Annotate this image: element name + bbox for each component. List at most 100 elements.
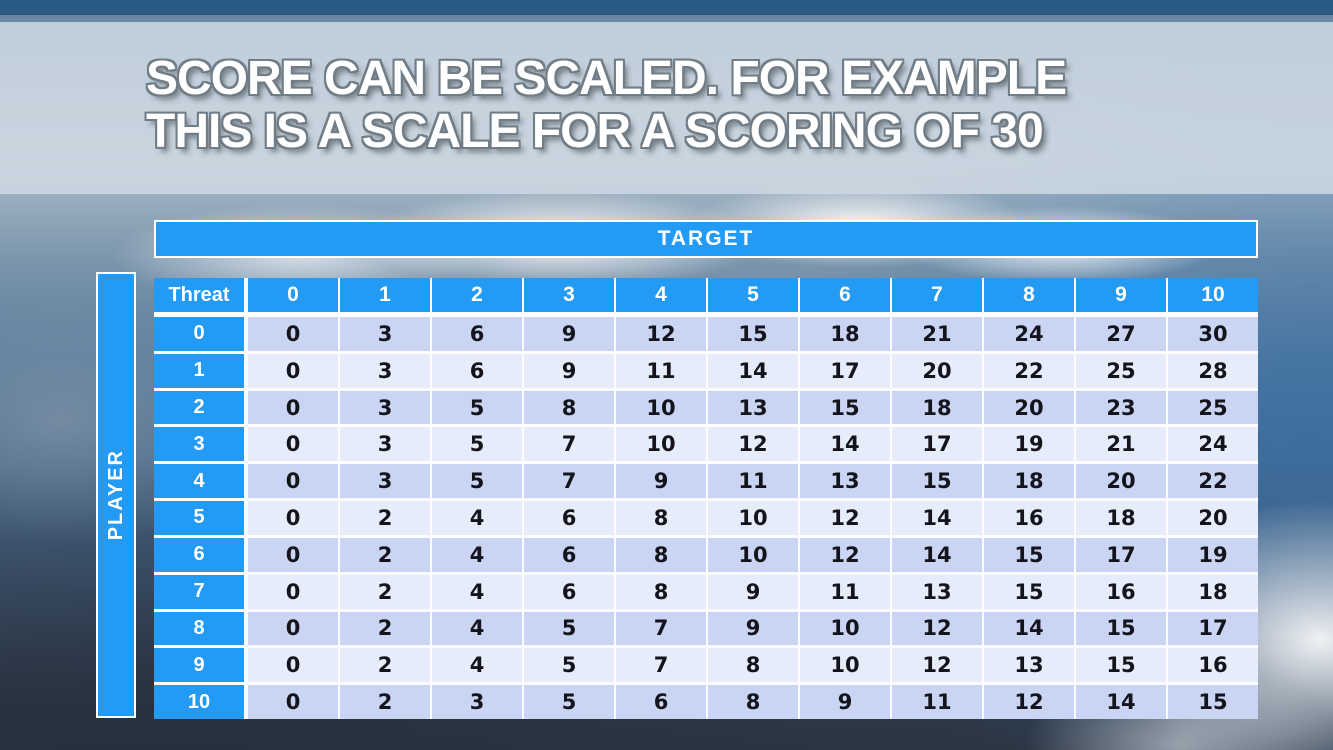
table-row: 6 0 2 4 6 8 10 12 14 15 17 19 <box>154 537 1258 572</box>
score-cell: 4 <box>432 648 522 683</box>
score-cell: 22 <box>1168 464 1258 499</box>
score-cell: 14 <box>892 501 982 535</box>
col-header-cell: 4 <box>616 278 706 312</box>
row-header-cell: 6 <box>154 537 244 572</box>
score-cell: 4 <box>432 611 522 646</box>
row-header-cell: 0 <box>154 317 244 351</box>
score-cell: 21 <box>1076 427 1166 462</box>
score-cell: 5 <box>524 648 614 683</box>
score-cell: 0 <box>248 317 338 351</box>
score-cell: 0 <box>248 574 338 609</box>
score-cell: 6 <box>524 501 614 535</box>
score-cell: 8 <box>616 537 706 572</box>
table-row: 10 0 2 3 5 6 8 9 11 12 14 15 <box>154 685 1258 719</box>
score-cell: 20 <box>1168 501 1258 535</box>
score-cell: 14 <box>1076 685 1166 719</box>
score-cell: 0 <box>248 353 338 388</box>
table-row: 5 0 2 4 6 8 10 12 14 16 18 20 <box>154 501 1258 535</box>
score-cell: 18 <box>1076 501 1166 535</box>
score-cell: 9 <box>524 317 614 351</box>
score-cell: 20 <box>892 353 982 388</box>
score-cell: 13 <box>984 648 1074 683</box>
score-cell: 12 <box>984 685 1074 719</box>
score-cell: 7 <box>616 611 706 646</box>
score-cell: 3 <box>340 317 430 351</box>
score-cell: 8 <box>616 574 706 609</box>
score-cell: 2 <box>340 685 430 719</box>
score-cell: 15 <box>984 574 1074 609</box>
col-header-cell: 8 <box>984 278 1074 312</box>
col-header-cell: 6 <box>800 278 890 312</box>
score-cell: 15 <box>1168 685 1258 719</box>
player-label: PLAYER <box>104 449 127 541</box>
score-cell: 5 <box>524 611 614 646</box>
score-cell: 15 <box>800 390 890 425</box>
table-row: 8 0 2 4 5 7 9 10 12 14 15 17 <box>154 611 1258 646</box>
col-header-cell: 5 <box>708 278 798 312</box>
target-label: TARGET <box>657 227 755 250</box>
score-cell: 10 <box>616 427 706 462</box>
score-cell: 11 <box>892 685 982 719</box>
score-cell: 9 <box>708 611 798 646</box>
score-cell: 4 <box>432 501 522 535</box>
score-cell: 17 <box>892 427 982 462</box>
score-cell: 15 <box>1076 648 1166 683</box>
title-line-2: THIS IS A SCALE FOR A SCORING OF 30 <box>146 105 1044 158</box>
score-cell: 2 <box>340 574 430 609</box>
score-cell: 20 <box>1076 464 1166 499</box>
score-cell: 10 <box>800 611 890 646</box>
score-cell: 14 <box>800 427 890 462</box>
score-table: Threat 0 1 2 3 4 5 6 7 8 9 10 0 0 3 6 9 12 15 18 21 24 27 30 1… <box>154 278 1258 719</box>
score-cell: 12 <box>800 501 890 535</box>
score-cell: 2 <box>340 648 430 683</box>
score-cell: 3 <box>340 427 430 462</box>
table-row: 0 0 3 6 9 12 15 18 21 24 27 30 <box>154 317 1258 351</box>
score-cell: 9 <box>800 685 890 719</box>
score-cell: 25 <box>1168 390 1258 425</box>
table-header-row: Threat 0 1 2 3 4 5 6 7 8 9 10 <box>154 278 1258 312</box>
score-cell: 19 <box>984 427 1074 462</box>
score-cell: 7 <box>524 464 614 499</box>
score-cell: 12 <box>616 317 706 351</box>
score-cell: 2 <box>340 501 430 535</box>
row-header-cell: 5 <box>154 501 244 535</box>
score-cell: 0 <box>248 427 338 462</box>
score-cell: 2 <box>340 611 430 646</box>
table-row: 2 0 3 5 8 10 13 15 18 20 23 25 <box>154 390 1258 425</box>
col-header-cell: 10 <box>1168 278 1258 312</box>
score-cell: 6 <box>616 685 706 719</box>
score-cell: 17 <box>1168 611 1258 646</box>
row-header-cell: 2 <box>154 390 244 425</box>
score-cell: 5 <box>432 464 522 499</box>
score-cell: 12 <box>892 648 982 683</box>
score-cell: 0 <box>248 537 338 572</box>
table-row: 7 0 2 4 6 8 9 11 13 15 16 18 <box>154 574 1258 609</box>
score-cell: 6 <box>432 317 522 351</box>
score-cell: 3 <box>340 390 430 425</box>
score-cell: 16 <box>1168 648 1258 683</box>
score-cell: 3 <box>432 685 522 719</box>
score-cell: 17 <box>800 353 890 388</box>
score-cell: 0 <box>248 390 338 425</box>
score-cell: 28 <box>1168 353 1258 388</box>
score-cell: 10 <box>708 537 798 572</box>
score-cell: 15 <box>984 537 1074 572</box>
score-cell: 10 <box>800 648 890 683</box>
row-header-cell: 9 <box>154 648 244 683</box>
score-cell: 6 <box>524 537 614 572</box>
score-cell: 5 <box>432 390 522 425</box>
score-cell: 24 <box>984 317 1074 351</box>
score-cell: 3 <box>340 353 430 388</box>
top-accent-bar <box>0 0 1333 15</box>
score-cell: 0 <box>248 685 338 719</box>
row-header-cell: 7 <box>154 574 244 609</box>
score-cell: 8 <box>708 685 798 719</box>
score-cell: 11 <box>616 353 706 388</box>
row-header-cell: 4 <box>154 464 244 499</box>
score-cell: 3 <box>340 464 430 499</box>
col-header-cell: 7 <box>892 278 982 312</box>
title-line-1: SCORE CAN BE SCALED. FOR EXAMPLE <box>146 52 1067 105</box>
score-cell: 18 <box>984 464 1074 499</box>
table-body: 0 0 3 6 9 12 15 18 21 24 27 30 1 0 3 6 9 11 14 17 20 22 25 28 2 0… <box>154 317 1258 719</box>
score-cell: 15 <box>708 317 798 351</box>
